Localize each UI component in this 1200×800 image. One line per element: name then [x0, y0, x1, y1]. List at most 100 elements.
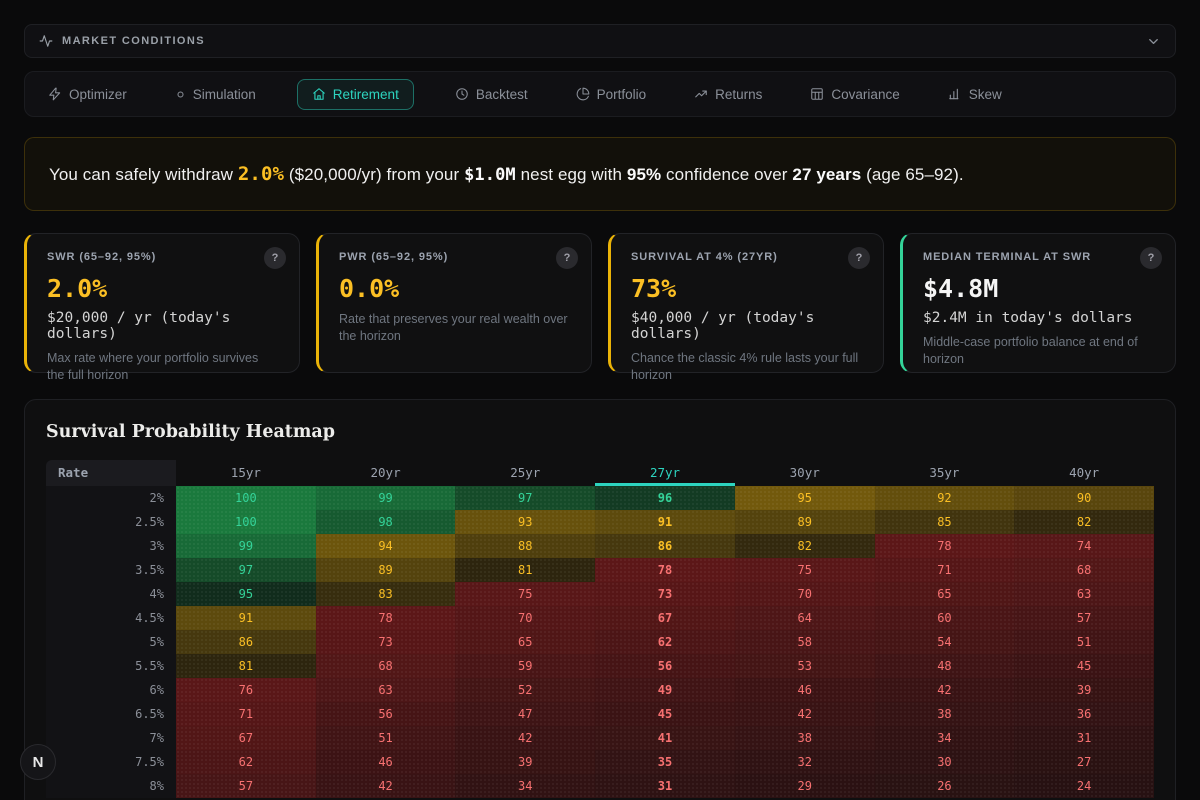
heatmap-rate-label: 2.5%: [46, 510, 176, 534]
heatmap-cell: 81: [455, 558, 596, 582]
heatmap-cell: 78: [874, 534, 1015, 558]
heatmap-column-header-35yr[interactable]: 35yr: [929, 465, 960, 480]
heatmap-cell: 96: [595, 486, 735, 510]
table-icon: [810, 87, 824, 101]
heatmap-cell: 42: [874, 678, 1015, 702]
heatmap-cell: 86: [595, 534, 735, 558]
banner-part: nest egg with: [515, 165, 627, 184]
heatmap-cell: 82: [734, 534, 875, 558]
logo-badge[interactable]: N: [20, 744, 56, 780]
heatmap-column-header-30yr[interactable]: 30yr: [789, 465, 820, 480]
heatmap-rate-label: 5.5%: [46, 654, 176, 678]
heatmap-cell: 75: [734, 558, 875, 582]
heatmap-cell: 98: [315, 510, 456, 534]
heatmap-cell: 62: [176, 750, 316, 774]
tab-backtest[interactable]: Backtest: [448, 79, 535, 110]
heatmap-cell: 38: [734, 726, 875, 750]
heatmap-column-header-20yr[interactable]: 20yr: [370, 465, 401, 480]
banner-years-value: 27 years: [792, 165, 862, 184]
heatmap-cell: 90: [1014, 486, 1154, 510]
card-description: Rate that preserves your real wealth ove…: [339, 312, 568, 343]
heatmap-cell: 85: [874, 510, 1015, 534]
heatmap-cell: 57: [1014, 606, 1154, 630]
heatmap-cell: 52: [455, 678, 596, 702]
heatmap-cell: 42: [734, 702, 875, 726]
heatmap-column-header-25yr[interactable]: 25yr: [510, 465, 541, 480]
tab-label: Backtest: [475, 86, 528, 102]
card-description: Chance the classic 4% rule lasts your fu…: [631, 351, 859, 382]
banner-part: confidence over: [661, 165, 793, 184]
market-conditions-bar[interactable]: MARKET CONDITIONS: [24, 24, 1176, 58]
card-value: 2.0%: [47, 274, 108, 303]
heatmap-cell: 81: [176, 654, 316, 678]
heatmap-cell: 64: [734, 606, 875, 630]
heatmap-cell: 36: [1014, 702, 1154, 726]
help-icon[interactable]: ?: [556, 247, 578, 269]
heatmap-column-header-40yr[interactable]: 40yr: [1069, 465, 1100, 480]
heatmap-cell: 78: [315, 606, 456, 630]
heatmap-cell: 29: [734, 774, 875, 798]
tab-label: Portfolio: [596, 86, 647, 102]
card-label: MEDIAN TERMINAL AT SWR: [923, 251, 1092, 263]
heatmap-cell: 27: [1014, 750, 1154, 774]
heatmap-rate-label: 6%: [46, 678, 176, 702]
heatmap-cell: 65: [874, 582, 1015, 606]
card-description: Middle-case portfolio balance at end of …: [923, 335, 1138, 366]
heatmap-cell: 99: [176, 534, 316, 558]
heatmap-column-header-15yr[interactable]: 15yr: [230, 465, 261, 480]
heatmap-cell: 54: [874, 630, 1015, 654]
heatmap-cell: 34: [455, 774, 596, 798]
card-label: SURVIVAL AT 4% (27YR): [631, 251, 778, 263]
heatmap-cell: 42: [455, 726, 596, 750]
tab-portfolio[interactable]: Portfolio: [569, 79, 654, 110]
card-label: PWR (65–92, 95%): [339, 251, 449, 263]
tab-retirement[interactable]: Retirement: [296, 78, 414, 110]
activity-icon: [39, 34, 53, 48]
heatmap-rate-label: 7.5%: [46, 750, 176, 774]
stat-cards-row: SWR (65–92, 95%) 2.0% $20,000 / yr (toda…: [24, 233, 1176, 382]
tab-returns[interactable]: Returns: [687, 79, 769, 110]
tab-label: Returns: [715, 86, 763, 102]
heatmap-cell: 76: [176, 678, 316, 702]
help-icon[interactable]: ?: [1140, 247, 1162, 269]
tab-covariance[interactable]: Covariance: [803, 79, 906, 110]
house-icon: [312, 87, 326, 101]
heatmap-cell: 26: [874, 774, 1015, 798]
card-description: Max rate where your portfolio survives t…: [47, 351, 259, 382]
card-survival-at-4pct: SURVIVAL AT 4% (27YR) 73% $40,000 / yr (…: [608, 233, 884, 382]
heatmap-cell: 63: [315, 678, 456, 702]
tab-label: Retirement: [332, 86, 399, 102]
heatmap-rate-label: 6.5%: [46, 702, 176, 726]
heatmap-cell: 74: [1014, 534, 1154, 558]
heatmap-cell: 24: [1014, 774, 1154, 798]
chevron-down-icon[interactable]: [1146, 34, 1161, 49]
heatmap-cell: 39: [455, 750, 596, 774]
tab-optimizer[interactable]: Optimizer: [41, 79, 134, 110]
heatmap-cell: 45: [595, 702, 735, 726]
clock-icon: [455, 87, 469, 101]
tab-simulation[interactable]: Simulation: [168, 79, 263, 110]
card-label: SWR (65–92, 95%): [47, 251, 157, 263]
heatmap-cell: 94: [315, 534, 456, 558]
dot-circle-icon: [175, 89, 186, 100]
help-icon[interactable]: ?: [264, 247, 286, 269]
pie-chart-icon: [576, 87, 590, 101]
tab-label: Skew: [968, 86, 1002, 102]
heatmap-cell: 99: [315, 486, 456, 510]
help-icon[interactable]: ?: [848, 247, 870, 269]
card-pwr: PWR (65–92, 95%) 0.0% Rate that preserve…: [316, 233, 592, 373]
banner-text: You can safely withdraw 2.0% ($20,000/yr…: [49, 163, 964, 185]
heatmap-cell: 73: [595, 582, 735, 606]
survival-heatmap-grid: Rate 15yr 20yr 25yr 27yr 30yr 35yr 40yr 2% 100 99 9…: [46, 460, 1154, 798]
summary-banner: You can safely withdraw 2.0% ($20,000/yr…: [24, 137, 1176, 211]
heatmap-cell: 83: [315, 582, 456, 606]
heatmap-column-header-27yr[interactable]: 27yr: [595, 460, 735, 486]
heatmap-rate-label: 7%: [46, 726, 176, 750]
tab-skew[interactable]: Skew: [941, 79, 1009, 110]
heatmap-cell: 97: [176, 558, 316, 582]
heatmap-cell: 67: [595, 606, 735, 630]
heatmap-cell: 95: [734, 486, 875, 510]
heatmap-cell: 93: [455, 510, 596, 534]
card-subvalue: $2.4M in today's dollars: [923, 310, 1133, 326]
